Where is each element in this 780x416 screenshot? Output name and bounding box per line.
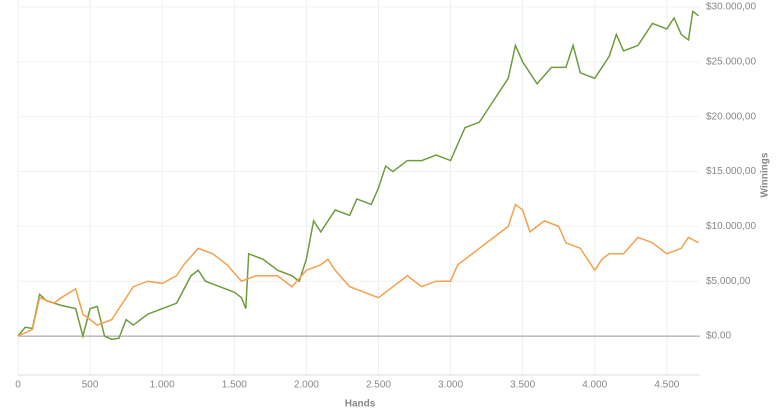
y-tick-label: $5.000,00 — [706, 276, 751, 287]
x-tick-label: 0 — [15, 380, 21, 391]
x-tick-label: 2.000 — [294, 380, 319, 391]
y-tick-label: $10.000,00 — [706, 221, 756, 232]
x-tick-label: 4.500 — [654, 380, 679, 391]
series-line — [17, 10, 700, 341]
y-tick-label: $25.000,00 — [706, 57, 756, 68]
y-tick-label: $30.000,00 — [706, 2, 756, 13]
x-tick-label: 500 — [82, 380, 99, 391]
y-tick-label: $0.00 — [706, 331, 731, 342]
y-tick-label: $20.000,00 — [706, 111, 756, 122]
x-axis-label: Hands — [345, 399, 376, 410]
x-tick-label: 4.000 — [582, 380, 607, 391]
x-tick-label: 3.500 — [510, 380, 535, 391]
series-line — [17, 203, 699, 337]
y-tick-label: $15.000,00 — [706, 166, 756, 177]
x-tick-label: 1.000 — [150, 380, 175, 391]
x-tick-label: 1.500 — [222, 380, 247, 391]
y-axis-label: Winnings — [760, 152, 771, 197]
x-tick-label: 2.500 — [366, 380, 391, 391]
x-tick-label: 3.000 — [438, 380, 463, 391]
